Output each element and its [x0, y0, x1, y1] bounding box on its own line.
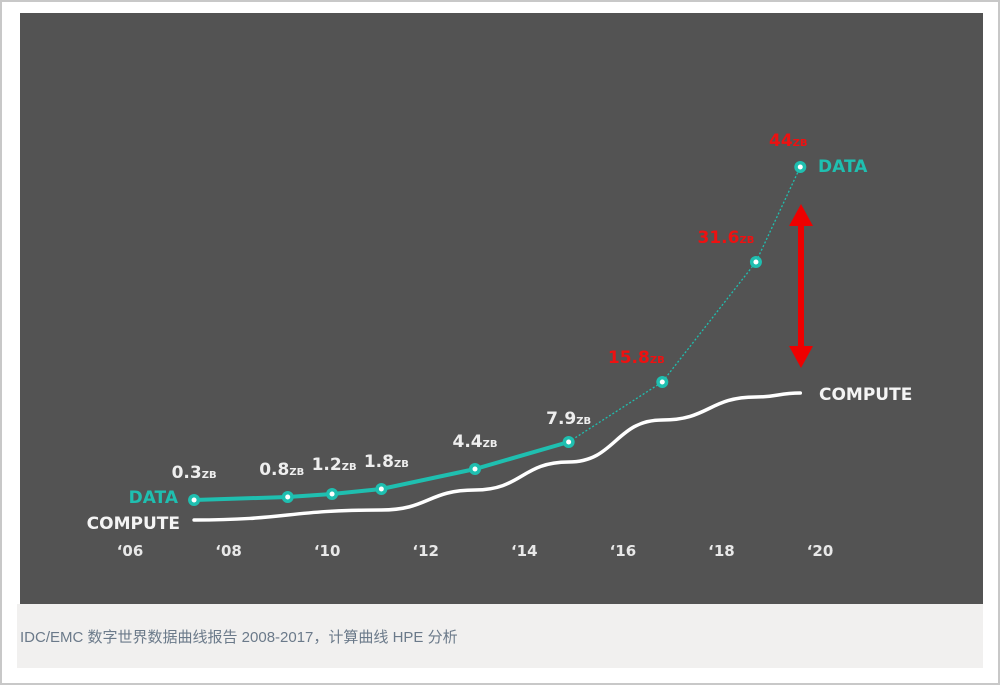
data-point-center	[285, 494, 291, 500]
arrow-head-up	[789, 204, 813, 226]
data-point-center	[472, 466, 478, 472]
data-point-center	[753, 259, 759, 265]
compute-label-right: COMPUTE	[819, 385, 912, 405]
x-tick-label: ‘10	[314, 542, 341, 560]
gap-double-arrow	[789, 204, 813, 368]
data-point-center	[566, 439, 572, 445]
data-label-left: DATA	[129, 488, 179, 508]
data-value-label: 15.8ZB	[608, 348, 665, 368]
caption-area: IDC/EMC 数字世界数据曲线报告 2008-2017，计算曲线 HPE 分析	[17, 604, 983, 668]
data-point-center	[797, 164, 803, 170]
data-value-label: 1.2ZB	[312, 455, 357, 475]
compute-line	[192, 391, 803, 522]
data-value-label: 0.3ZB	[172, 463, 217, 483]
caption: IDC/EMC 数字世界数据曲线报告 2008-2017，计算曲线 HPE 分析	[20, 629, 458, 646]
data-value-label: 7.9ZB	[546, 409, 591, 429]
x-tick-label: ‘16	[610, 542, 637, 560]
data-value-label: 44ZB	[769, 131, 808, 151]
data-value-label: 31.6ZB	[698, 228, 755, 248]
x-tick-label: ‘18	[708, 542, 735, 560]
chart-panel	[20, 13, 983, 604]
x-tick-label: ‘08	[215, 542, 242, 560]
data-value-label: 4.4ZB	[453, 432, 498, 452]
x-tick-label: ‘20	[807, 542, 834, 560]
x-tick-label: ‘14	[511, 542, 538, 560]
compute-label-left: COMPUTE	[87, 514, 180, 534]
data-point-center	[378, 486, 384, 492]
data-value-label: 1.8ZB	[364, 452, 409, 472]
arrow-head-down	[789, 346, 813, 368]
data-label-right: DATA	[818, 157, 868, 177]
data-line-solid	[194, 440, 570, 502]
x-tick-label: ‘06	[117, 542, 144, 560]
data-line-projected	[568, 166, 801, 443]
data-point-center	[329, 491, 335, 497]
x-tick-label: ‘12	[412, 542, 439, 560]
data-point-center	[191, 497, 197, 503]
data-point-center	[659, 379, 665, 385]
data-value-label: 0.8ZB	[259, 460, 304, 480]
